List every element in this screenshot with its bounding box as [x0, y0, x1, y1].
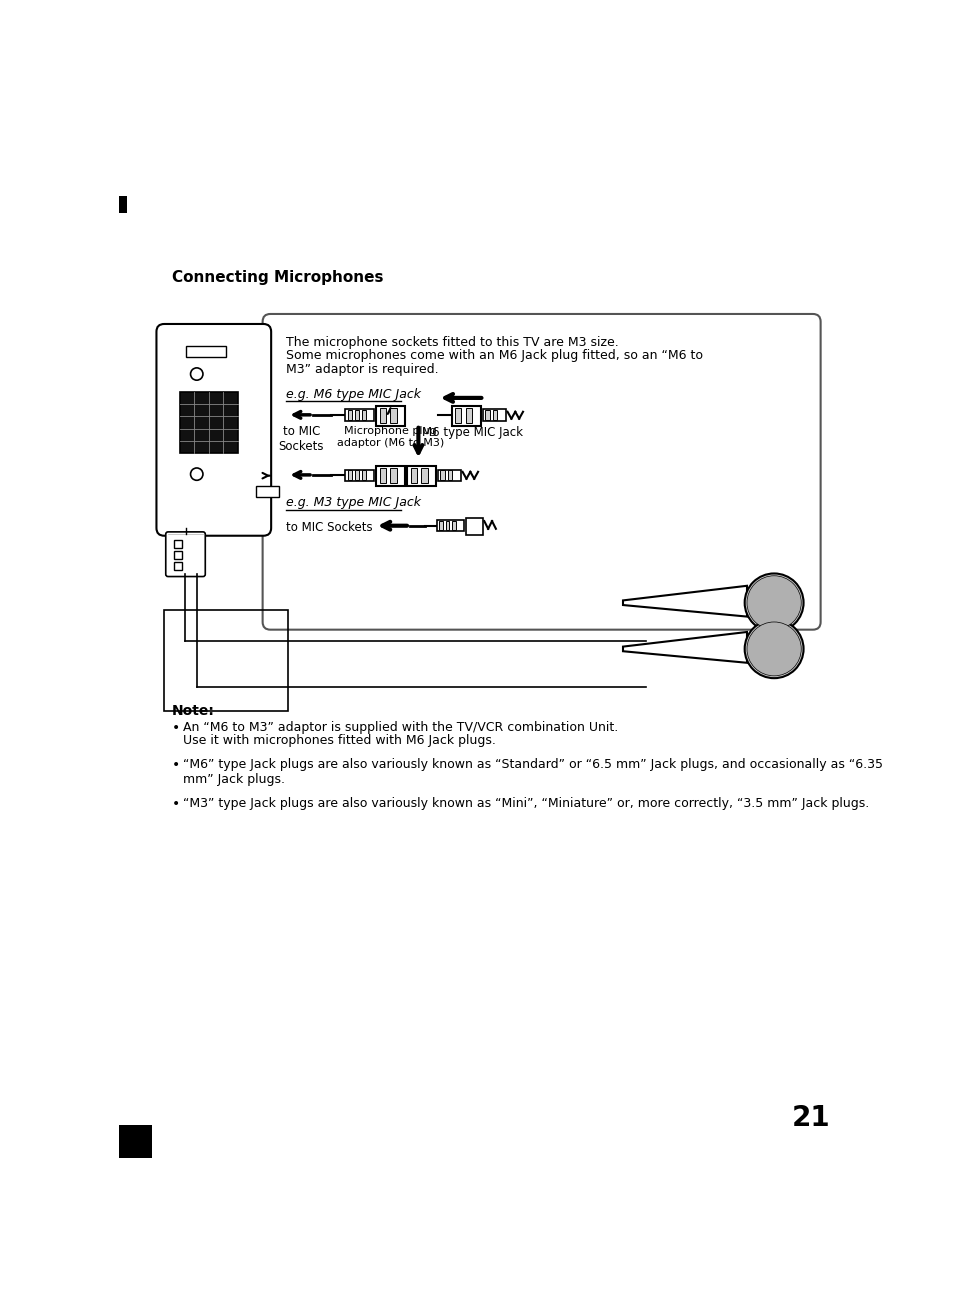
Text: 21: 21	[791, 1105, 830, 1132]
FancyBboxPatch shape	[156, 324, 271, 536]
Text: M6 type MIC Jack: M6 type MIC Jack	[422, 427, 522, 440]
Bar	[186, 346, 226, 356]
Bar	[164, 610, 288, 710]
Text: •: •	[172, 721, 180, 735]
Bar	[439, 522, 443, 531]
Circle shape	[746, 576, 801, 630]
Bar	[174, 562, 182, 570]
FancyBboxPatch shape	[166, 532, 205, 576]
Bar	[421, 468, 427, 484]
Bar	[344, 410, 374, 422]
Polygon shape	[622, 632, 746, 662]
Circle shape	[746, 622, 801, 677]
Bar	[361, 470, 365, 480]
Bar	[410, 468, 416, 484]
Bar	[437, 470, 460, 481]
Text: An “M6 to M3” adaptor is supplied with the TV/VCR combination Unit.: An “M6 to M3” adaptor is supplied with t…	[183, 721, 618, 734]
Text: e.g. M6 type MIC Jack: e.g. M6 type MIC Jack	[286, 388, 420, 401]
Text: to MIC
Sockets: to MIC Sockets	[278, 425, 324, 453]
Bar	[455, 409, 460, 423]
Bar	[452, 522, 456, 531]
FancyBboxPatch shape	[262, 314, 820, 630]
Bar	[447, 470, 452, 480]
Text: Some microphones come with an M6 Jack plug fitted, so an “M6 to: Some microphones come with an M6 Jack pl…	[286, 350, 702, 363]
Bar	[355, 410, 358, 420]
Bar	[484, 410, 489, 420]
Bar	[348, 410, 352, 420]
Bar	[445, 522, 449, 531]
Text: M3” adaptor is required.: M3” adaptor is required.	[286, 363, 438, 376]
Bar	[379, 409, 385, 423]
Bar	[348, 470, 352, 480]
Text: •: •	[172, 796, 180, 811]
Bar	[174, 540, 182, 548]
Text: “M6” type Jack plugs are also variously known as “Standard” or “6.5 mm” Jack plu: “M6” type Jack plugs are also variously …	[183, 758, 882, 786]
Bar	[390, 468, 396, 484]
Bar	[375, 466, 405, 485]
Bar	[119, 1125, 152, 1158]
Text: to MIC Sockets: to MIC Sockets	[286, 522, 372, 535]
Bar	[344, 470, 374, 481]
Text: Use it with microphones fitted with M6 Jack plugs.: Use it with microphones fitted with M6 J…	[183, 734, 496, 747]
Bar	[375, 406, 405, 425]
Text: e.g. M3 type MIC Jack: e.g. M3 type MIC Jack	[286, 497, 420, 510]
Bar	[179, 392, 237, 453]
Bar	[482, 410, 505, 422]
Text: •: •	[172, 758, 180, 773]
Text: Microphone plug
adaptor (M6 to M3): Microphone plug adaptor (M6 to M3)	[336, 427, 444, 448]
Text: The microphone sockets fitted to this TV are M3 size.: The microphone sockets fitted to this TV…	[286, 336, 618, 349]
Polygon shape	[622, 585, 746, 617]
Bar	[361, 410, 365, 420]
Bar	[436, 520, 464, 531]
Bar	[379, 468, 385, 484]
Bar	[355, 470, 358, 480]
Text: “M3” type Jack plugs are also variously known as “Mini”, “Miniature” or, more co: “M3” type Jack plugs are also variously …	[183, 796, 868, 809]
Text: Note:: Note:	[172, 704, 214, 718]
Circle shape	[744, 619, 802, 678]
Bar	[493, 410, 497, 420]
Text: Connecting Microphones: Connecting Microphones	[172, 271, 383, 285]
Bar	[465, 518, 482, 535]
Bar	[439, 470, 444, 480]
Bar	[452, 406, 480, 425]
Circle shape	[744, 574, 802, 632]
Bar	[174, 552, 182, 559]
Bar	[119, 196, 127, 213]
Bar	[465, 409, 472, 423]
Bar	[406, 466, 436, 485]
Bar	[390, 409, 396, 423]
Bar	[255, 485, 278, 497]
